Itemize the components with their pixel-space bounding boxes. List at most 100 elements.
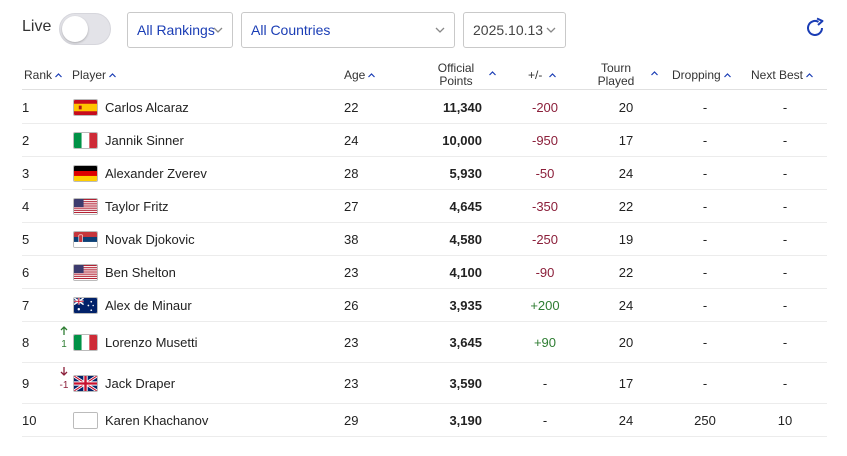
points-diff-cell: +200 xyxy=(530,298,560,313)
tournaments-played-cell: 24 xyxy=(618,298,634,313)
next-best-cell: - xyxy=(782,199,788,214)
dropping-cell: - xyxy=(702,100,708,115)
col-next-best-header[interactable]: Next Best xyxy=(751,69,814,82)
col-age-header[interactable]: Age xyxy=(344,69,376,82)
points-cell: 10,000 xyxy=(442,133,482,148)
col-points-header[interactable]: Official Points xyxy=(432,62,480,88)
age-cell: 23 xyxy=(344,265,359,280)
dropping-cell: - xyxy=(702,265,708,280)
table-row[interactable]: 7 Alex de Minaur 26 3,935 +200 24 - - xyxy=(22,289,827,322)
player-name-link[interactable]: Alexander Zverev xyxy=(105,166,207,181)
italy-flag xyxy=(73,334,98,351)
next-best-cell: - xyxy=(782,265,788,280)
points-diff-cell: -350 xyxy=(531,199,559,214)
points-cell: 3,935 xyxy=(449,298,482,313)
tournaments-played-cell: 17 xyxy=(618,133,634,148)
points-cell: 4,580 xyxy=(449,232,482,247)
rankings-select-value: All Rankings xyxy=(137,22,215,38)
rank-cell: 3 xyxy=(22,166,30,181)
age-cell: 24 xyxy=(344,133,359,148)
age-cell: 27 xyxy=(344,199,359,214)
col-played-label-1: Tourn xyxy=(600,61,632,75)
col-player-header[interactable]: Player xyxy=(72,69,117,82)
col-points-label-2: Points xyxy=(439,74,473,88)
dropping-cell: - xyxy=(702,232,708,247)
table-row[interactable]: 9 -1 Jack Draper 23 3,590 - 17 - - xyxy=(22,363,827,404)
points-cell: 5,930 xyxy=(449,166,482,181)
player-name-link[interactable]: Jack Draper xyxy=(105,376,176,391)
points-diff-cell: - xyxy=(542,413,548,428)
chevron-down-icon xyxy=(546,27,556,33)
table-row[interactable]: 4 Taylor Fritz 27 4,645 -350 22 - - xyxy=(22,190,827,223)
col-rank-header[interactable]: Rank xyxy=(24,69,63,82)
tournaments-played-cell: 22 xyxy=(618,265,634,280)
dropping-cell: - xyxy=(702,199,708,214)
serbia-flag xyxy=(73,231,98,248)
rank-movement: 1 xyxy=(58,325,70,350)
rank-movement: -1 xyxy=(58,366,70,391)
col-diff-label: +/- xyxy=(528,68,543,82)
live-toggle[interactable] xyxy=(59,13,111,45)
player-name-link[interactable]: Lorenzo Musetti xyxy=(105,335,198,350)
chevron-down-icon xyxy=(213,27,223,33)
rank-cell: 1 xyxy=(22,100,30,115)
table-row[interactable]: 2 Jannik Sinner 24 10,000 -950 17 - - xyxy=(22,124,827,157)
player-name-link[interactable]: Carlos Alcaraz xyxy=(105,100,189,115)
col-diff-header[interactable]: +/- xyxy=(528,69,557,82)
rank-cell: 5 xyxy=(22,232,30,247)
countries-select[interactable]: All Countries xyxy=(241,12,455,48)
points-cell: 4,100 xyxy=(449,265,482,280)
rank-movement-value: 1 xyxy=(61,339,67,350)
player-name-link[interactable]: Jannik Sinner xyxy=(105,133,184,148)
tournaments-played-cell: 22 xyxy=(618,199,634,214)
date-select[interactable]: 2025.10.13 xyxy=(463,12,566,48)
sort-up-icon[interactable] xyxy=(488,69,497,78)
age-cell: 22 xyxy=(344,100,359,115)
rank-cell: 7 xyxy=(22,298,30,313)
table-row[interactable]: 3 Alexander Zverev 28 5,930 -50 24 - - xyxy=(22,157,827,190)
italy-flag xyxy=(73,132,98,149)
table-row[interactable]: 5 Novak Djokovic 38 4,580 -250 19 - - xyxy=(22,223,827,256)
rankings-select[interactable]: All Rankings xyxy=(127,12,233,48)
usa-flag xyxy=(73,198,98,215)
table-row[interactable]: 6 Ben Shelton 23 4,100 -90 22 - - xyxy=(22,256,827,289)
table-row[interactable]: 8 1 Lorenzo Musetti 23 3,645 +90 20 - - xyxy=(22,322,827,363)
age-cell: 23 xyxy=(344,335,359,350)
age-cell: 26 xyxy=(344,298,359,313)
rank-cell: 8 xyxy=(22,335,30,350)
table-row[interactable]: 1 Carlos Alcaraz 22 11,340 -200 20 - - xyxy=(22,91,827,124)
col-dropping-header[interactable]: Dropping xyxy=(672,69,732,82)
usa-flag xyxy=(73,264,98,281)
age-cell: 29 xyxy=(344,413,359,428)
arrow-up-icon xyxy=(60,326,68,335)
blank-flag xyxy=(73,412,98,429)
age-cell: 38 xyxy=(344,232,359,247)
sort-up-icon xyxy=(55,73,62,78)
arrow-down-icon xyxy=(60,367,68,376)
player-name-link[interactable]: Alex de Minaur xyxy=(105,298,192,313)
uk-flag xyxy=(73,375,98,392)
sort-up-icon[interactable] xyxy=(650,69,659,78)
refresh-icon[interactable] xyxy=(803,16,827,40)
dropping-cell: - xyxy=(702,298,708,313)
next-best-cell: - xyxy=(782,298,788,313)
tournaments-played-cell: 19 xyxy=(618,232,634,247)
tournaments-played-cell: 20 xyxy=(618,100,634,115)
player-name-link[interactable]: Taylor Fritz xyxy=(105,199,169,214)
dropping-cell: - xyxy=(702,376,708,391)
rank-cell: 9 xyxy=(22,376,30,391)
sort-up-icon xyxy=(723,73,731,78)
points-diff-cell: +90 xyxy=(533,335,557,350)
table-header: Rank Player Age Official Points +/- Tour… xyxy=(22,60,827,90)
next-best-cell: - xyxy=(782,133,788,148)
points-cell: 11,340 xyxy=(442,100,482,115)
col-dropping-label: Dropping xyxy=(672,68,721,82)
table-row[interactable]: 10 Karen Khachanov 29 3,190 - 24 250 10 xyxy=(22,404,827,437)
player-name-link[interactable]: Karen Khachanov xyxy=(105,413,209,428)
col-played-header[interactable]: Tourn Played xyxy=(596,62,636,88)
player-name-link[interactable]: Ben Shelton xyxy=(105,265,176,280)
points-cell: 4,645 xyxy=(449,199,482,214)
player-name-link[interactable]: Novak Djokovic xyxy=(105,232,195,247)
col-player-label: Player xyxy=(72,68,107,82)
points-diff-cell: -250 xyxy=(531,232,559,247)
